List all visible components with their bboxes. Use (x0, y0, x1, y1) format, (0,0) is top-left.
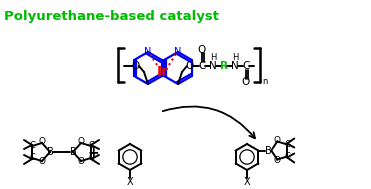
Text: X: X (244, 177, 250, 187)
FancyArrowPatch shape (162, 106, 255, 138)
Text: +: + (87, 146, 99, 160)
Text: N: N (174, 47, 182, 57)
Text: C: C (29, 153, 35, 163)
Text: C: C (29, 142, 35, 150)
Text: Ir: Ir (157, 65, 169, 79)
Text: O: O (198, 45, 206, 55)
Text: O: O (78, 138, 85, 146)
Text: O: O (132, 61, 140, 71)
Text: O: O (274, 156, 281, 165)
Text: N: N (209, 61, 217, 71)
Text: O: O (39, 138, 46, 146)
Text: H: H (232, 53, 238, 61)
Text: C: C (88, 153, 94, 163)
Text: X: X (127, 177, 133, 187)
Text: C: C (284, 152, 290, 161)
Text: C: C (242, 61, 250, 71)
Text: O: O (274, 136, 281, 145)
Text: N: N (144, 47, 152, 57)
Text: C: C (284, 140, 290, 149)
Text: Polyurethane-based catalyst: Polyurethane-based catalyst (4, 10, 219, 23)
Text: n: n (262, 77, 268, 87)
Text: B: B (70, 147, 76, 157)
Text: H: H (210, 53, 216, 61)
Text: C: C (198, 61, 206, 71)
Text: R: R (220, 61, 228, 71)
Text: N: N (231, 61, 239, 71)
Text: O: O (186, 61, 194, 71)
Text: O: O (78, 157, 85, 167)
Text: C: C (88, 142, 94, 150)
Text: O: O (242, 77, 250, 87)
Text: B: B (265, 146, 272, 156)
Text: B: B (47, 147, 53, 157)
Text: O: O (39, 157, 46, 167)
